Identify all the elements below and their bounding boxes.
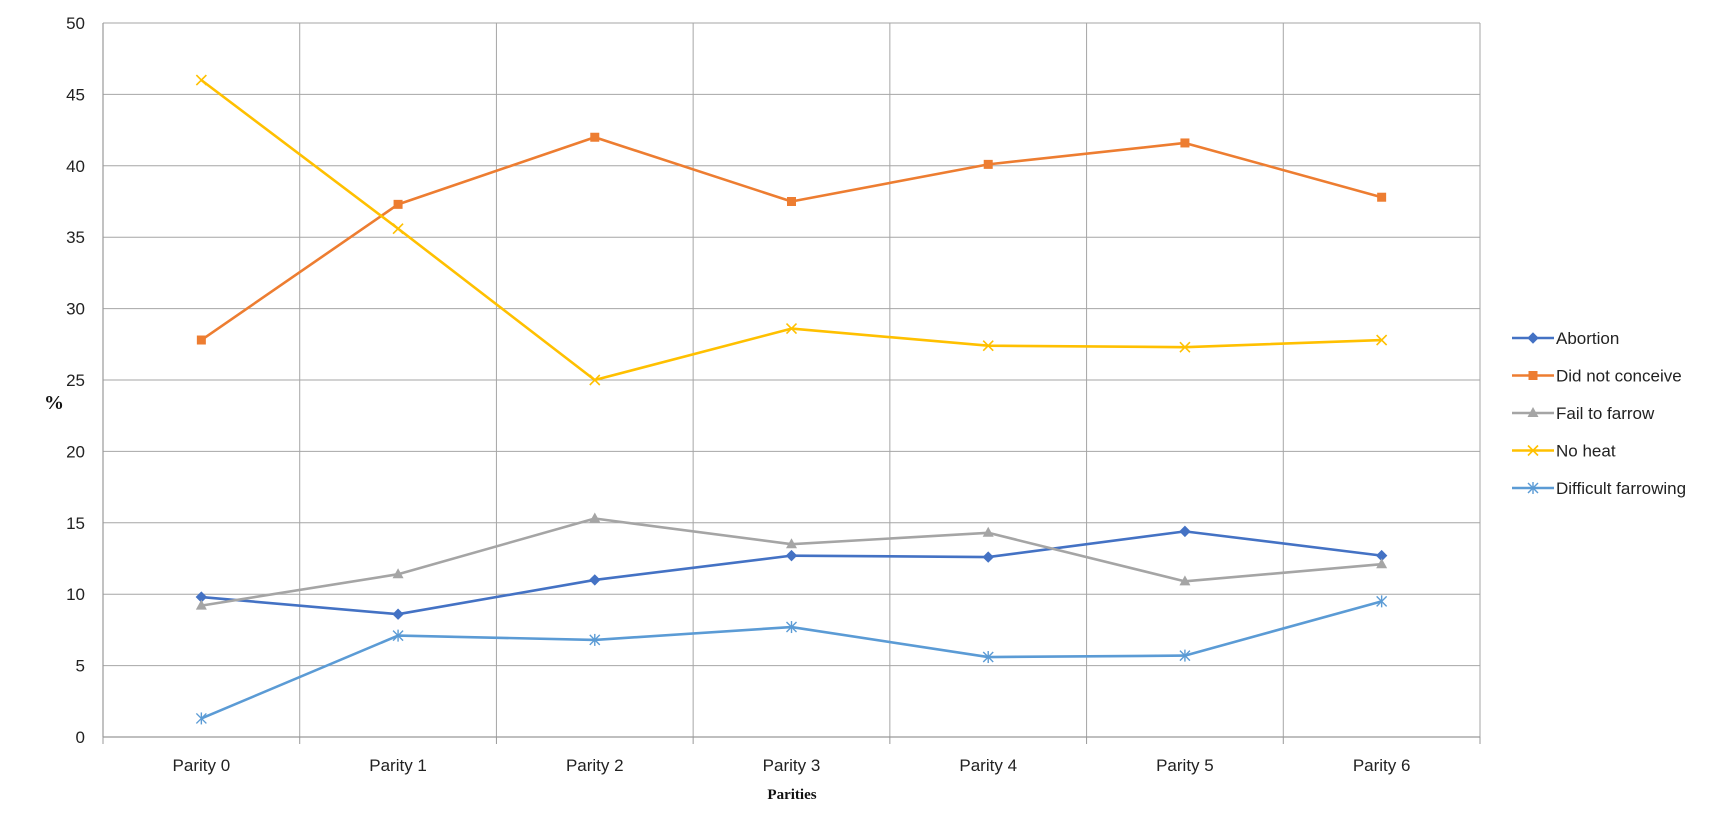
y-tick-label: 15 — [66, 514, 85, 533]
series-fail-to-farrow — [195, 512, 1388, 610]
data-point — [983, 159, 993, 169]
y-tick-label: 25 — [66, 371, 85, 390]
legend-label: Difficult farrowing — [1556, 479, 1686, 498]
data-point — [195, 599, 207, 610]
legend-item: Difficult farrowing — [1512, 479, 1686, 498]
data-point — [785, 323, 798, 335]
data-point — [1376, 558, 1388, 569]
series-difficult-farrowing — [195, 595, 1388, 725]
legend-item: Fail to farrow — [1512, 404, 1655, 423]
x-tick-label: Parity 0 — [173, 756, 231, 775]
y-tick-label: 5 — [76, 657, 85, 676]
data-point — [982, 651, 994, 664]
y-axis-title: % — [44, 392, 64, 414]
data-point — [1179, 649, 1191, 662]
series-abortion — [195, 525, 1388, 620]
data-point-stroke — [1179, 341, 1191, 353]
data-point — [392, 223, 404, 235]
legend-item: Did not conceive — [1512, 367, 1682, 386]
data-point — [982, 551, 994, 563]
data-point — [589, 374, 601, 386]
data-point — [195, 74, 207, 86]
y-tick-label: 10 — [66, 585, 85, 604]
data-point — [786, 538, 797, 549]
y-tick-label: 50 — [66, 14, 85, 33]
x-tick-label: Parity 5 — [1156, 756, 1214, 775]
x-tick-label: Parity 6 — [1353, 756, 1411, 775]
data-point-stroke — [1527, 444, 1539, 457]
series-did-not-conceive — [196, 132, 1387, 345]
y-tick-label: 20 — [66, 442, 85, 461]
data-point — [787, 197, 796, 206]
series-no-heat — [195, 74, 1388, 386]
data-point — [196, 335, 206, 345]
y-tick-label: 30 — [66, 300, 85, 319]
data-point — [1179, 341, 1191, 353]
series-line — [200, 135, 1382, 342]
x-tick-label: Parity 2 — [566, 756, 624, 775]
data-point — [1377, 192, 1387, 202]
data-point — [1179, 525, 1191, 538]
data-point — [1180, 138, 1190, 148]
legend: Abortion Did not conceive Fail to farrow No… — [1512, 329, 1686, 498]
series-line — [201, 517, 1382, 607]
data-point — [786, 621, 797, 634]
data-point-stroke — [982, 340, 994, 352]
data-point — [195, 712, 207, 725]
x-tick-labels: Parity 0 Parity 1 Parity 2 Parity 3 Parity 4… — [173, 756, 1411, 775]
x-tick-label: Parity 3 — [763, 756, 821, 775]
data-point — [1527, 482, 1539, 494]
data-point — [392, 568, 404, 579]
legend-item: No heat — [1512, 442, 1616, 461]
data-point — [1376, 595, 1388, 608]
data-point — [393, 199, 403, 209]
data-point — [1179, 575, 1191, 586]
data-point-stroke — [392, 223, 404, 235]
data-point — [982, 526, 994, 537]
data-point — [590, 132, 600, 142]
data-point-stroke — [1376, 334, 1388, 346]
legend-label: Did not conceive — [1556, 367, 1682, 386]
data-point — [589, 574, 601, 586]
x-axis-title: Parities — [767, 787, 816, 803]
data-point-stroke — [195, 74, 207, 86]
y-tick-label: 0 — [76, 728, 85, 747]
legend-label: Fail to farrow — [1556, 404, 1655, 423]
y-tick-label: 35 — [66, 228, 85, 247]
data-point — [1527, 332, 1539, 344]
data-point — [392, 629, 404, 642]
y-tick-label: 40 — [66, 157, 85, 176]
x-tick-label: Parity 4 — [959, 756, 1017, 775]
series-lines — [195, 74, 1388, 725]
series-line — [200, 79, 1382, 382]
data-point — [982, 340, 994, 352]
data-point — [589, 633, 601, 646]
data-point — [1376, 334, 1388, 346]
y-tick-labels: 0 5 10 15 20 25 30 35 40 45 50 — [66, 14, 85, 747]
axes — [102, 23, 1481, 744]
data-point — [392, 608, 404, 620]
data-point-stroke — [785, 323, 798, 335]
legend-item: Abortion — [1512, 329, 1619, 348]
legend-label: No heat — [1556, 442, 1616, 461]
data-point — [1527, 407, 1539, 417]
data-point — [589, 512, 601, 523]
data-point — [785, 549, 798, 562]
y-tick-label: 45 — [66, 85, 85, 104]
legend-label: Abortion — [1556, 329, 1619, 348]
data-point — [1527, 444, 1539, 457]
data-point-stroke — [589, 374, 601, 386]
x-tick-label: Parity 1 — [369, 756, 427, 775]
data-point — [1528, 371, 1538, 380]
series-line — [200, 600, 1382, 720]
